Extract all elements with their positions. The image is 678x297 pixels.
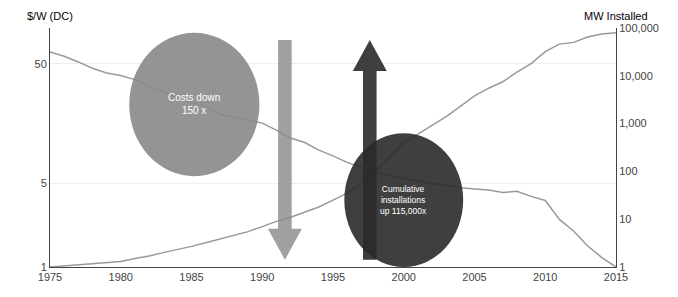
svg-text:2010: 2010 — [533, 271, 557, 283]
svg-text:5: 5 — [41, 177, 47, 189]
svg-text:1: 1 — [41, 261, 47, 273]
svg-text:Cumulativeinstallationsup 115,: Cumulativeinstallationsup 115,000x — [380, 184, 427, 216]
svg-text:MW Installed: MW Installed — [584, 10, 648, 22]
svg-text:$/W (DC): $/W (DC) — [27, 10, 73, 22]
svg-text:1995: 1995 — [321, 271, 345, 283]
svg-text:10,000: 10,000 — [619, 70, 653, 82]
svg-text:100: 100 — [619, 165, 637, 177]
svg-text:1975: 1975 — [38, 271, 62, 283]
svg-text:1,000: 1,000 — [619, 117, 647, 129]
svg-text:10: 10 — [619, 213, 631, 225]
svg-text:Costs down150 x: Costs down150 x — [168, 92, 220, 116]
svg-text:1990: 1990 — [250, 271, 274, 283]
svg-text:2005: 2005 — [462, 271, 486, 283]
svg-text:1980: 1980 — [109, 271, 133, 283]
svg-text:50: 50 — [35, 58, 47, 70]
svg-text:100,000: 100,000 — [619, 22, 659, 34]
svg-text:2015: 2015 — [604, 271, 628, 283]
svg-text:2000: 2000 — [392, 271, 416, 283]
svg-text:1985: 1985 — [179, 271, 203, 283]
svg-text:1: 1 — [619, 261, 625, 273]
